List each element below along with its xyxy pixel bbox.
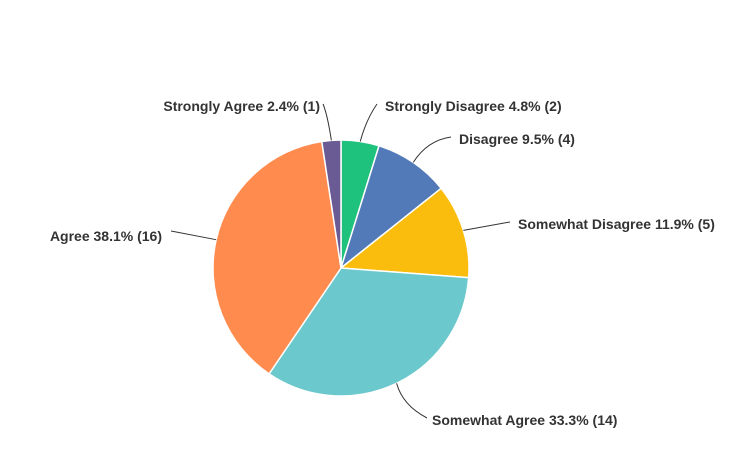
slice-label-somewhat-agree: Somewhat Agree 33.3% (14) xyxy=(432,412,617,428)
leader-line-agree xyxy=(170,230,217,241)
leader-line-disagree xyxy=(412,136,452,163)
slice-label-strongly-agree: Strongly Agree 2.4% (1) xyxy=(163,98,320,114)
pie-slices xyxy=(212,139,470,397)
slice-labels: Strongly Disagree 4.8% (2) Disagree 9.5% … xyxy=(50,98,715,428)
leader-lines xyxy=(170,103,511,419)
pie-slice-somewhat-disagree xyxy=(339,187,470,279)
pie-slice-disagree xyxy=(339,144,443,271)
pie-slice-agree xyxy=(212,140,342,375)
leader-line-somewhat-agree xyxy=(396,383,428,419)
slice-label-somewhat-disagree: Somewhat Disagree 11.9% (5) xyxy=(518,216,715,232)
slice-label-strongly-disagree: Strongly Disagree 4.8% (2) xyxy=(385,98,562,114)
leader-line-strongly-disagree xyxy=(359,103,378,142)
slice-label-agree: Agree 38.1% (16) xyxy=(50,228,162,244)
slice-label-disagree: Disagree 9.5% (4) xyxy=(459,131,575,147)
pie-slice-somewhat-agree xyxy=(268,267,470,397)
leader-line-somewhat-disagree xyxy=(463,221,511,231)
leader-line-strongly-agree xyxy=(322,103,332,141)
